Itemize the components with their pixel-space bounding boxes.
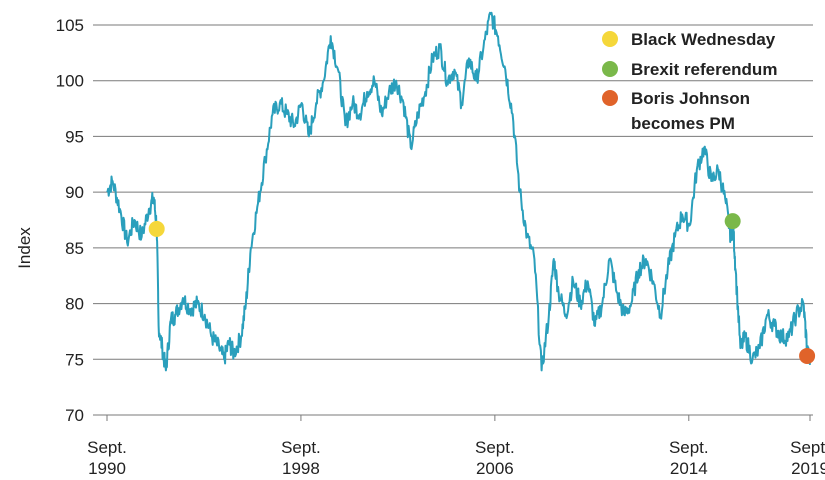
legend-swatch <box>602 90 618 106</box>
legend-label: Black Wednesday <box>631 30 776 49</box>
grid <box>93 24 813 416</box>
series-line <box>106 11 811 372</box>
y-tick-label: 80 <box>65 295 84 314</box>
legend-label: becomes PM <box>631 114 735 133</box>
legend-swatch <box>602 31 618 47</box>
y-axis-label: Index <box>15 227 34 269</box>
legend-label: Brexit referendum <box>631 60 777 79</box>
event-marker <box>148 220 165 237</box>
event-marker <box>799 347 816 364</box>
x-tick-label: Sept. <box>669 438 709 457</box>
x-tick-label: 2019 <box>791 459 825 478</box>
y-tick-label: 75 <box>65 350 84 369</box>
x-tick-label: 1990 <box>88 459 126 478</box>
series-layer <box>106 11 811 372</box>
y-tick-label: 90 <box>65 183 84 202</box>
x-axis: Sept. 1990 Sept. 1998 Sept. 2006 Sept. 2014 Sept… <box>87 415 825 478</box>
legend: Black Wednesday Brexit referendum Boris Jo… <box>602 30 777 133</box>
x-tick-label: Sept. <box>790 438 825 457</box>
x-tick-label: Sept. <box>281 438 321 457</box>
event-markers <box>148 213 816 364</box>
legend-label: Boris Johnson <box>631 89 750 108</box>
x-tick-label: 2014 <box>670 459 708 478</box>
y-tick-label: 105 <box>56 16 84 35</box>
x-tick-label: Sept. <box>87 438 127 457</box>
event-marker <box>724 213 741 230</box>
x-tick-label: 1998 <box>282 459 320 478</box>
y-tick-label: 70 <box>65 406 84 425</box>
y-tick-label: 85 <box>65 239 84 258</box>
x-tick-label: Sept. <box>475 438 515 457</box>
y-tick-label: 95 <box>65 127 84 146</box>
x-tick-label: 2006 <box>476 459 514 478</box>
legend-swatch <box>602 61 618 77</box>
y-tick-label: 100 <box>56 72 84 91</box>
y-axis: 70 75 80 85 90 95 100 105 <box>56 16 84 425</box>
